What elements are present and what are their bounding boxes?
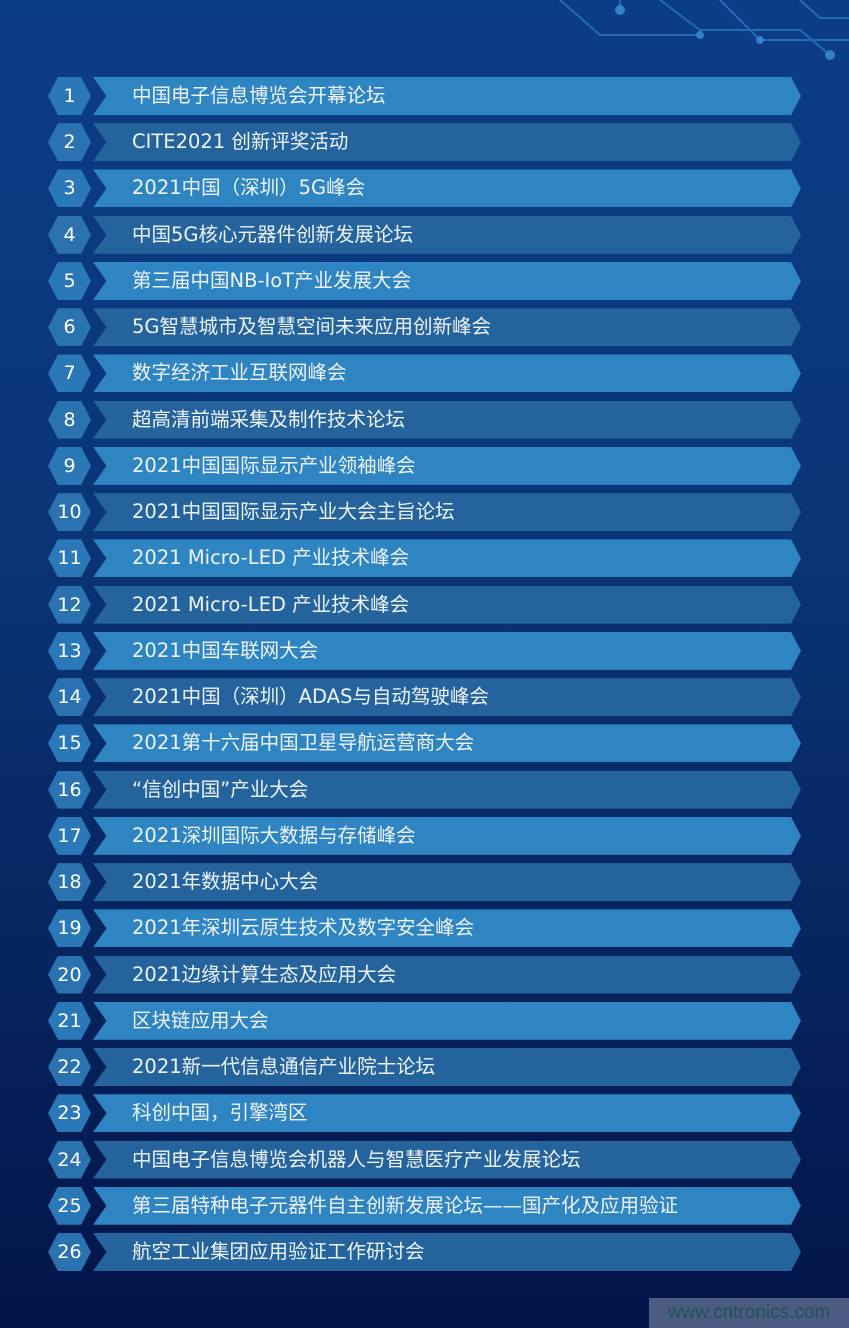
item-title: 中国5G核心元器件创新发展论坛 bbox=[93, 215, 801, 254]
item-number-badge: 7 bbox=[48, 354, 91, 393]
list-item: 19 2021年深圳云原生技术及数字安全峰会 bbox=[0, 909, 849, 948]
item-title: 2021中国（深圳）ADAS与自动驾驶峰会 bbox=[93, 678, 801, 717]
list-item: 2 CITE2021 创新评奖活动 bbox=[0, 123, 849, 162]
item-title: 2021中国国际显示产业领袖峰会 bbox=[93, 446, 801, 485]
item-number-badge: 20 bbox=[48, 955, 91, 994]
list-item: 4 中国5G核心元器件创新发展论坛 bbox=[0, 215, 849, 254]
list-item: 18 2021年数据中心大会 bbox=[0, 863, 849, 902]
item-number-badge: 18 bbox=[48, 863, 91, 902]
item-title: 超高清前端采集及制作技术论坛 bbox=[93, 400, 801, 439]
item-number-badge: 19 bbox=[48, 909, 91, 948]
item-title: 2021第十六届中国卫星导航运营商大会 bbox=[93, 724, 801, 763]
list-item: 12 2021 Micro-LED 产业技术峰会 bbox=[0, 585, 849, 624]
list-item: 26 航空工业集团应用验证工作研讨会 bbox=[0, 1233, 849, 1271]
item-number-badge: 5 bbox=[48, 261, 91, 300]
item-number-badge: 6 bbox=[48, 308, 91, 347]
item-number-badge: 12 bbox=[48, 585, 91, 624]
item-number-badge: 15 bbox=[48, 724, 91, 763]
list-item: 21 区块链应用大会 bbox=[0, 1001, 849, 1040]
item-title: 5G智慧城市及智慧空间未来应用创新峰会 bbox=[93, 308, 801, 347]
item-title: 区块链应用大会 bbox=[93, 1001, 801, 1040]
item-title: 第三届特种电子元器件自主创新发展论坛——国产化及应用验证 bbox=[93, 1186, 801, 1225]
item-title: 2021年数据中心大会 bbox=[93, 863, 801, 902]
item-number-badge: 24 bbox=[48, 1140, 91, 1179]
list-item: 24 中国电子信息博览会机器人与智慧医疗产业发展论坛 bbox=[0, 1140, 849, 1179]
item-title: 科创中国，引擎湾区 bbox=[93, 1094, 801, 1133]
item-title: 中国电子信息博览会机器人与智慧医疗产业发展论坛 bbox=[93, 1140, 801, 1179]
list-item: 10 2021中国国际显示产业大会主旨论坛 bbox=[0, 493, 849, 532]
list-item: 23 科创中国，引擎湾区 bbox=[0, 1094, 849, 1133]
item-number-badge: 25 bbox=[48, 1186, 91, 1225]
list-item: 25 第三届特种电子元器件自主创新发展论坛——国产化及应用验证 bbox=[0, 1186, 849, 1225]
item-title: 航空工业集团应用验证工作研讨会 bbox=[93, 1233, 801, 1271]
item-title: 2021年深圳云原生技术及数字安全峰会 bbox=[93, 909, 801, 948]
item-number-badge: 26 bbox=[48, 1233, 91, 1271]
item-number-badge: 17 bbox=[48, 816, 91, 855]
item-title: 2021中国国际显示产业大会主旨论坛 bbox=[93, 493, 801, 532]
item-number-badge: 1 bbox=[48, 77, 91, 115]
list-item: 11 2021 Micro-LED 产业技术峰会 bbox=[0, 539, 849, 578]
item-title: 中国电子信息博览会开幕论坛 bbox=[93, 77, 801, 115]
item-number-badge: 11 bbox=[48, 539, 91, 578]
circuit-decoration bbox=[559, 0, 849, 60]
item-title: 2021 Micro-LED 产业技术峰会 bbox=[93, 539, 801, 578]
item-number-badge: 14 bbox=[48, 678, 91, 717]
list-item: 8 超高清前端采集及制作技术论坛 bbox=[0, 400, 849, 439]
item-number-badge: 23 bbox=[48, 1094, 91, 1133]
watermark: www.cntronics.com bbox=[649, 1298, 849, 1328]
list-item: 6 5G智慧城市及智慧空间未来应用创新峰会 bbox=[0, 308, 849, 347]
item-number-badge: 13 bbox=[48, 631, 91, 670]
item-title: CITE2021 创新评奖活动 bbox=[93, 123, 801, 162]
list-item: 5 第三届中国NB-IoT产业发展大会 bbox=[0, 261, 849, 300]
item-title: 2021中国车联网大会 bbox=[93, 631, 801, 670]
item-title: 2021中国（深圳）5G峰会 bbox=[93, 169, 801, 208]
list-item: 9 2021中国国际显示产业领袖峰会 bbox=[0, 446, 849, 485]
list-item: 20 2021边缘计算生态及应用大会 bbox=[0, 955, 849, 994]
item-number-badge: 22 bbox=[48, 1048, 91, 1087]
item-number-badge: 4 bbox=[48, 215, 91, 254]
item-title: 第三届中国NB-IoT产业发展大会 bbox=[93, 261, 801, 300]
list-item: 15 2021第十六届中国卫星导航运营商大会 bbox=[0, 724, 849, 763]
list-item: 3 2021中国（深圳）5G峰会 bbox=[0, 169, 849, 208]
list-item: 7 数字经济工业互联网峰会 bbox=[0, 354, 849, 393]
list-item: 17 2021深圳国际大数据与存储峰会 bbox=[0, 816, 849, 855]
list-item: 22 2021新一代信息通信产业院士论坛 bbox=[0, 1048, 849, 1087]
list-item: 14 2021中国（深圳）ADAS与自动驾驶峰会 bbox=[0, 678, 849, 717]
list-item: 13 2021中国车联网大会 bbox=[0, 631, 849, 670]
item-number-badge: 9 bbox=[48, 446, 91, 485]
list-item: 16 “信创中国”产业大会 bbox=[0, 770, 849, 809]
list-item: 1 中国电子信息博览会开幕论坛 bbox=[0, 77, 849, 115]
item-number-badge: 3 bbox=[48, 169, 91, 208]
item-title: 2021新一代信息通信产业院士论坛 bbox=[93, 1048, 801, 1087]
item-number-badge: 2 bbox=[48, 123, 91, 162]
item-title: 2021边缘计算生态及应用大会 bbox=[93, 955, 801, 994]
item-number-badge: 10 bbox=[48, 493, 91, 532]
item-number-badge: 16 bbox=[48, 770, 91, 809]
item-number-badge: 8 bbox=[48, 400, 91, 439]
item-title: 数字经济工业互联网峰会 bbox=[93, 354, 801, 393]
item-title: “信创中国”产业大会 bbox=[93, 770, 801, 809]
item-title: 2021深圳国际大数据与存储峰会 bbox=[93, 816, 801, 855]
item-title: 2021 Micro-LED 产业技术峰会 bbox=[93, 585, 801, 624]
item-number-badge: 21 bbox=[48, 1001, 91, 1040]
